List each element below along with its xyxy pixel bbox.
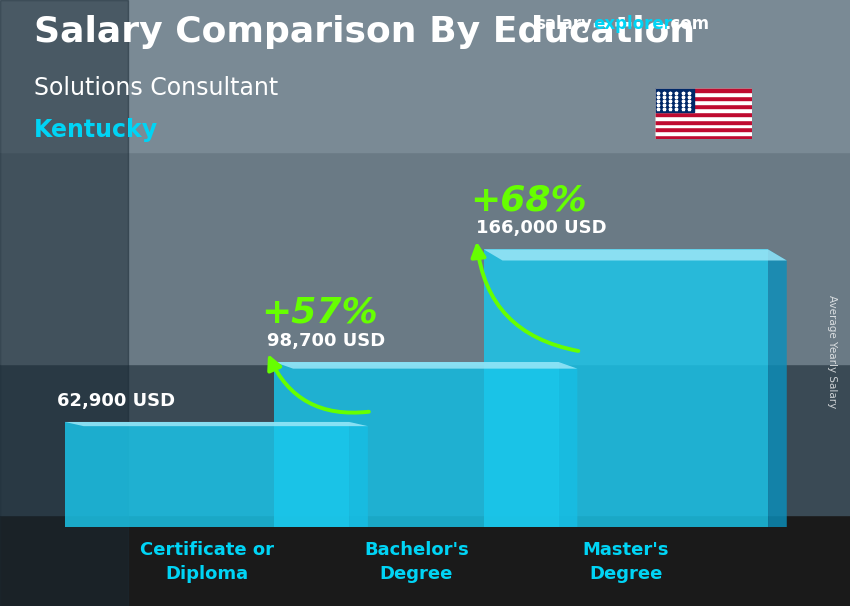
Bar <box>0 0 850 152</box>
Text: Salary Comparison By Education: Salary Comparison By Education <box>34 15 695 49</box>
Text: +68%: +68% <box>470 183 587 217</box>
Polygon shape <box>558 362 577 527</box>
Bar <box>654 112 752 116</box>
Bar <box>275 362 558 527</box>
Bar <box>654 124 752 127</box>
Text: 166,000 USD: 166,000 USD <box>476 219 607 237</box>
Bar <box>654 96 752 100</box>
Text: explorer: explorer <box>593 15 672 33</box>
Polygon shape <box>275 362 577 368</box>
Bar <box>0 515 850 606</box>
Text: Solutions Consultant: Solutions Consultant <box>34 76 278 100</box>
Bar <box>0 364 850 515</box>
Text: .com: .com <box>664 15 709 33</box>
Bar <box>654 119 752 124</box>
Bar <box>654 127 752 132</box>
Bar <box>654 100 752 104</box>
Polygon shape <box>349 422 368 527</box>
Text: salary: salary <box>536 15 592 33</box>
Bar <box>65 422 349 527</box>
Bar <box>0 0 128 606</box>
Bar <box>654 88 694 112</box>
Bar <box>0 152 850 364</box>
Bar <box>484 250 768 527</box>
Text: 98,700 USD: 98,700 USD <box>267 331 385 350</box>
Bar <box>654 132 752 135</box>
Bar <box>654 88 752 92</box>
Bar <box>654 92 752 96</box>
Bar <box>654 116 752 119</box>
Polygon shape <box>65 422 368 426</box>
Text: Kentucky: Kentucky <box>34 118 158 142</box>
Text: +57%: +57% <box>261 296 377 330</box>
Polygon shape <box>768 250 787 527</box>
Bar <box>654 108 752 112</box>
Text: Average Yearly Salary: Average Yearly Salary <box>827 295 837 408</box>
Bar <box>654 104 752 108</box>
Text: 62,900 USD: 62,900 USD <box>58 391 176 410</box>
Polygon shape <box>484 250 787 261</box>
Bar <box>654 135 752 139</box>
